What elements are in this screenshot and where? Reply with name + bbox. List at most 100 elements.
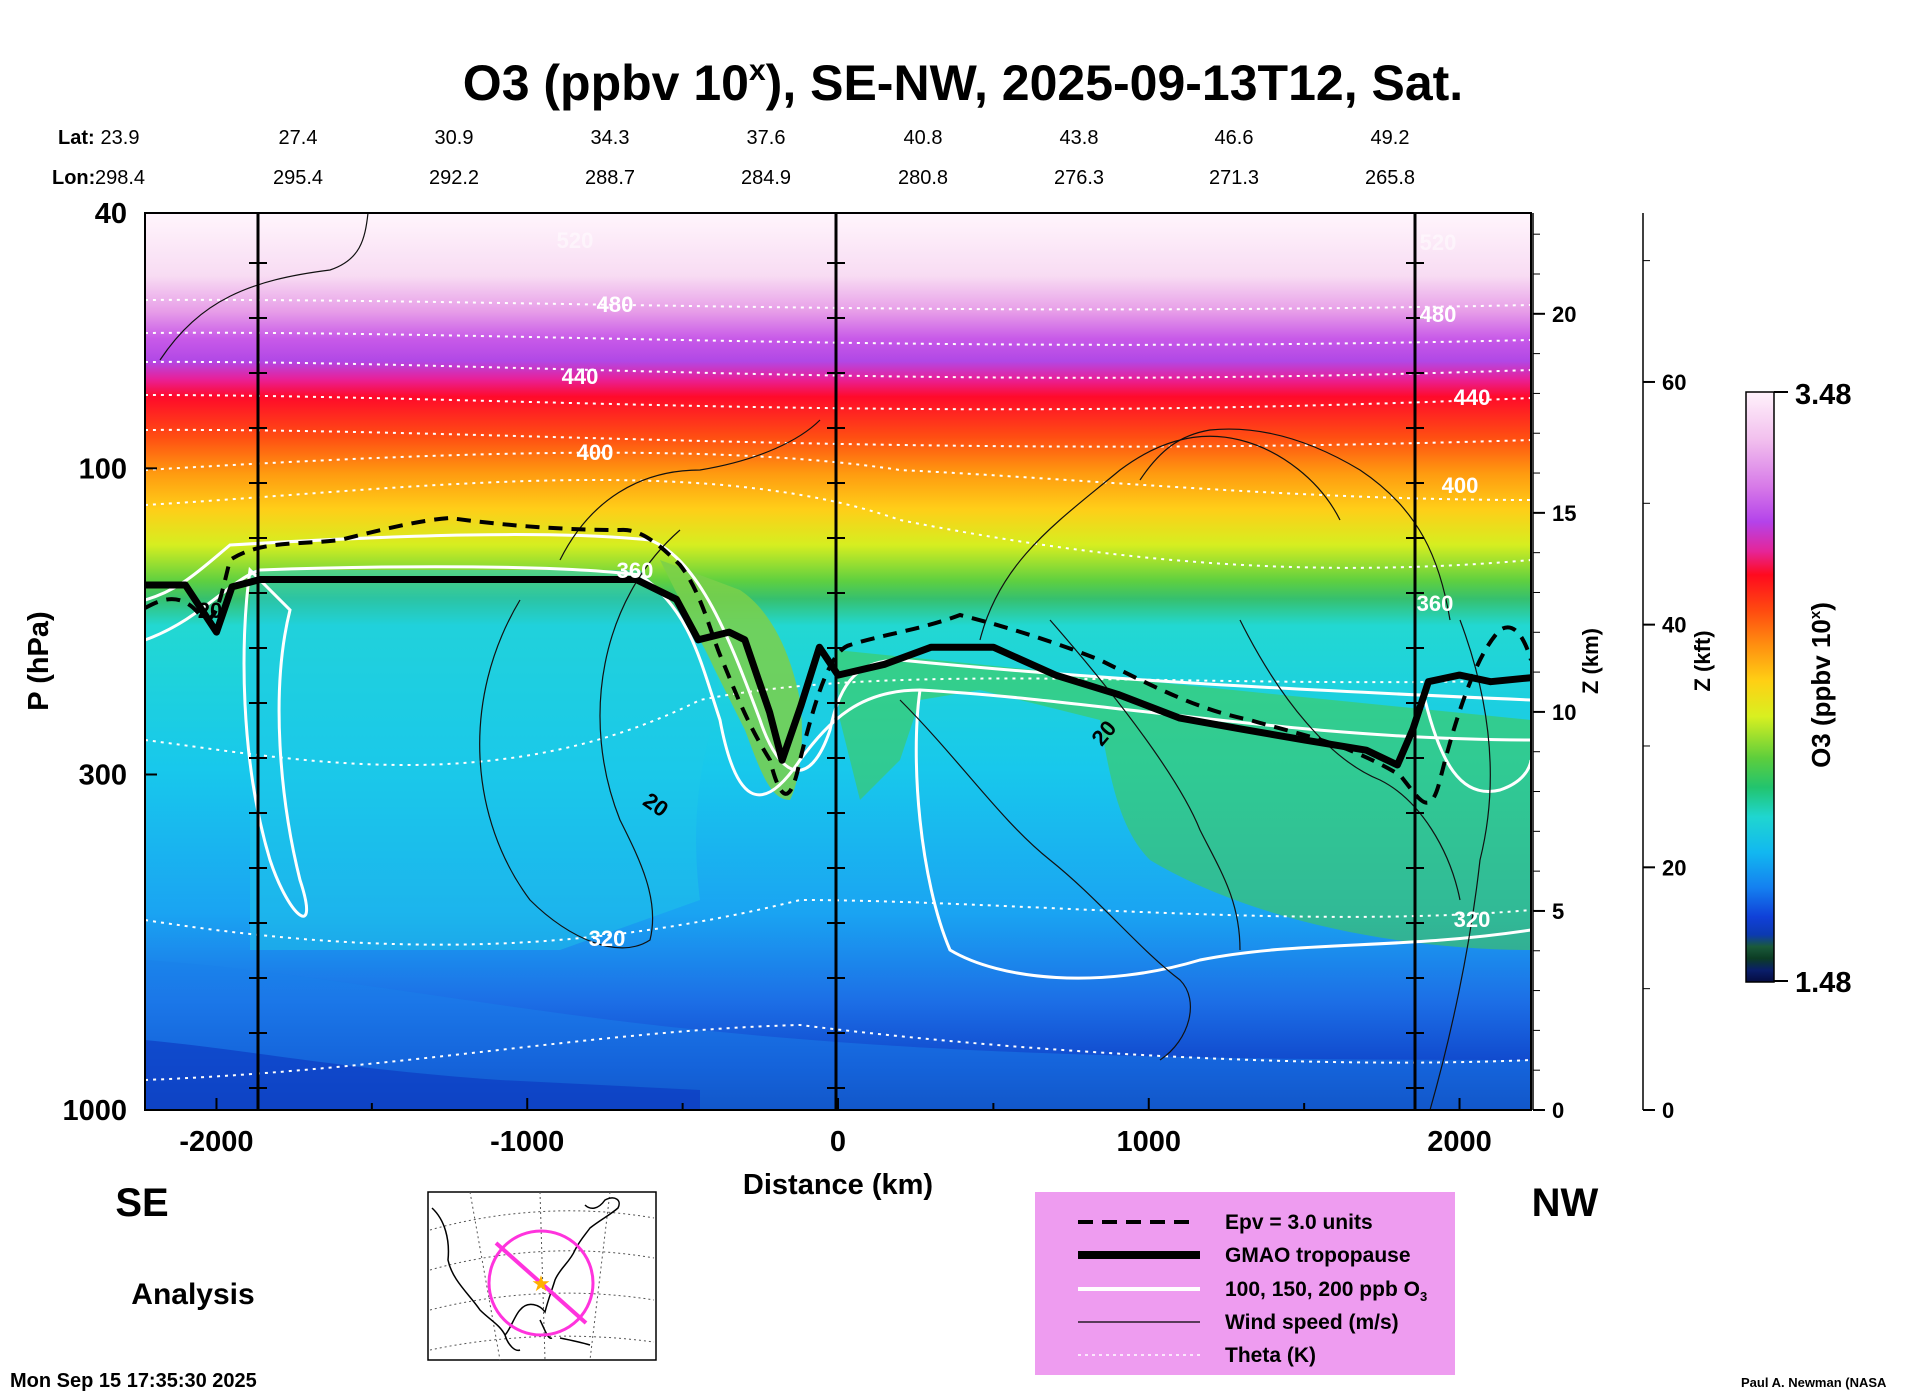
z-km-tick-label: 10 (1552, 700, 1576, 725)
map-graticule (429, 1191, 655, 1361)
tropopause-line (145, 576, 1531, 769)
theta-line (145, 677, 1531, 766)
legend-label-ozone: 100, 150, 200 ppb O3 (1225, 1278, 1427, 1304)
theta-line (145, 1023, 1531, 1081)
latitude-value: 23.9 (101, 127, 140, 149)
pressure-tick-label: 100 (79, 453, 127, 485)
z-km-tick-label: 5 (1552, 899, 1564, 924)
latitude-value: 40.8 (904, 127, 943, 149)
wind-contour (159, 213, 369, 361)
z-km-tick-label: 15 (1552, 501, 1576, 526)
z-km-axis-title: Z (km) (1578, 628, 1603, 694)
lat-row-label: Lat: (58, 127, 95, 149)
reference-verticals (256, 213, 1417, 1110)
credit: Paul A. Newman (NASA (1741, 1375, 1887, 1390)
theta-label: 360 (1417, 591, 1454, 616)
legend: Epv = 3.0 units GMAO tropopause 100, 150… (1035, 1192, 1455, 1375)
z-kft-tick-label: 40 (1662, 613, 1686, 638)
z-km-axis: 20 15 10 5 0 (1532, 213, 1576, 1123)
pressure-axis: 40 100 300 1000 (62, 198, 157, 1127)
colorbar (1745, 391, 1775, 983)
ozone-low-region-se (250, 570, 720, 950)
theta-label: 440 (1454, 385, 1491, 410)
ozone-contour (1423, 699, 1531, 793)
theta-line (145, 360, 1531, 379)
wind-contour (1239, 619, 1461, 901)
lat-lon-header: 23.9 27.4 30.9 34.3 37.6 40.8 43.8 46.6 49.2 298.… (95, 127, 1415, 189)
x-tick-label: 2000 (1427, 1126, 1492, 1158)
map-center-star-icon: ★ (531, 1272, 551, 1297)
ozone-contour (914, 689, 1531, 980)
z-km-tick-label: 0 (1552, 1098, 1564, 1123)
ozone-contour (145, 565, 1531, 797)
wind-contour (1049, 619, 1241, 951)
theta-label: 360 (617, 558, 654, 583)
theta-line (145, 428, 1531, 448)
longitude-value: 271.3 (1209, 167, 1259, 189)
inset-map: ★ (427, 1191, 657, 1361)
latitude-value: 34.3 (591, 127, 630, 149)
wind-contour (479, 529, 681, 949)
latitude-value: 30.9 (435, 127, 474, 149)
wind-speed-contours (159, 213, 1491, 1110)
ozone-surface-deep (145, 1040, 700, 1110)
theta-label: 440 (562, 364, 599, 389)
theta-label: 320 (589, 926, 626, 951)
theta-label: 320 (1454, 907, 1491, 932)
z-kft-tick-label: 20 (1662, 855, 1686, 880)
theta-contours (145, 298, 1531, 1081)
wind-contour (1429, 619, 1491, 1110)
x-axis: -2000 -1000 0 1000 2000 (179, 1098, 1492, 1158)
z-kft-axis: 60 40 20 0 (1642, 213, 1686, 1123)
longitude-value: 265.8 (1365, 167, 1415, 189)
pressure-tick-label: 300 (79, 759, 127, 791)
ozone-contour (242, 566, 309, 918)
chart-title: O3 (ppbv 10x), SE-NW, 2025-09-13T12, Sat… (463, 54, 1463, 111)
longitude-value: 280.8 (898, 167, 948, 189)
longitude-value: 298.4 (95, 167, 145, 189)
z-km-tick-label: 20 (1552, 302, 1576, 327)
longitude-value: 295.4 (273, 167, 323, 189)
theta-line (145, 298, 1531, 311)
theta-line (145, 394, 1531, 411)
z-kft-tick-label: 0 (1662, 1098, 1674, 1123)
wind-label: 20 (198, 598, 222, 623)
colorbar-min-label: 1.48 (1795, 967, 1851, 999)
legend-label-wind: Wind speed (m/s) (1225, 1311, 1399, 1334)
map-section-line (494, 1241, 588, 1325)
latitude-value: 46.6 (1215, 127, 1254, 149)
theta-contour-labels: 520 480 440 400 360 320 520 480 440 400 … (557, 228, 1491, 951)
pressure-tick-label: 1000 (62, 1095, 127, 1127)
analysis-label: Analysis (131, 1278, 254, 1311)
x-tick-label: -1000 (490, 1126, 564, 1158)
timestamp: Mon Sep 15 17:35:30 2025 (10, 1370, 257, 1392)
theta-line (145, 898, 1531, 946)
theta-label: 520 (557, 228, 594, 253)
ozone-green-region-nw (836, 650, 1531, 950)
pressure-tick-label: 40 (95, 198, 127, 230)
latitude-value: 27.4 (279, 127, 318, 149)
legend-label-tropopause: GMAO tropopause (1225, 1244, 1411, 1267)
latitude-value: 49.2 (1371, 127, 1410, 149)
theta-label: 400 (577, 440, 614, 465)
map-section-circle (487, 1229, 595, 1337)
y-axis-title: P (hPa) (23, 611, 55, 710)
z-kft-axis-title: Z (kft) (1690, 630, 1715, 691)
legend-label-theta: Theta (K) (1225, 1344, 1316, 1367)
longitude-value: 276.3 (1054, 167, 1104, 189)
z-kft-tick-label: 60 (1662, 370, 1686, 395)
colorbar-max-label: 3.48 (1795, 379, 1851, 411)
legend-label-epv: Epv = 3.0 units (1225, 1211, 1373, 1234)
latitude-value: 37.6 (747, 127, 786, 149)
theta-label: 480 (597, 292, 634, 317)
longitude-value: 292.2 (429, 167, 479, 189)
theta-label: 480 (1420, 302, 1457, 327)
lon-row-label: Lon: (52, 167, 95, 189)
plot-area (145, 213, 1531, 1110)
reference-vertical-ticks (249, 262, 1424, 1089)
wind-contour (899, 699, 1191, 1061)
x-tick-label: -2000 (179, 1126, 253, 1158)
theta-line (145, 331, 1531, 346)
se-label: SE (115, 1181, 168, 1225)
